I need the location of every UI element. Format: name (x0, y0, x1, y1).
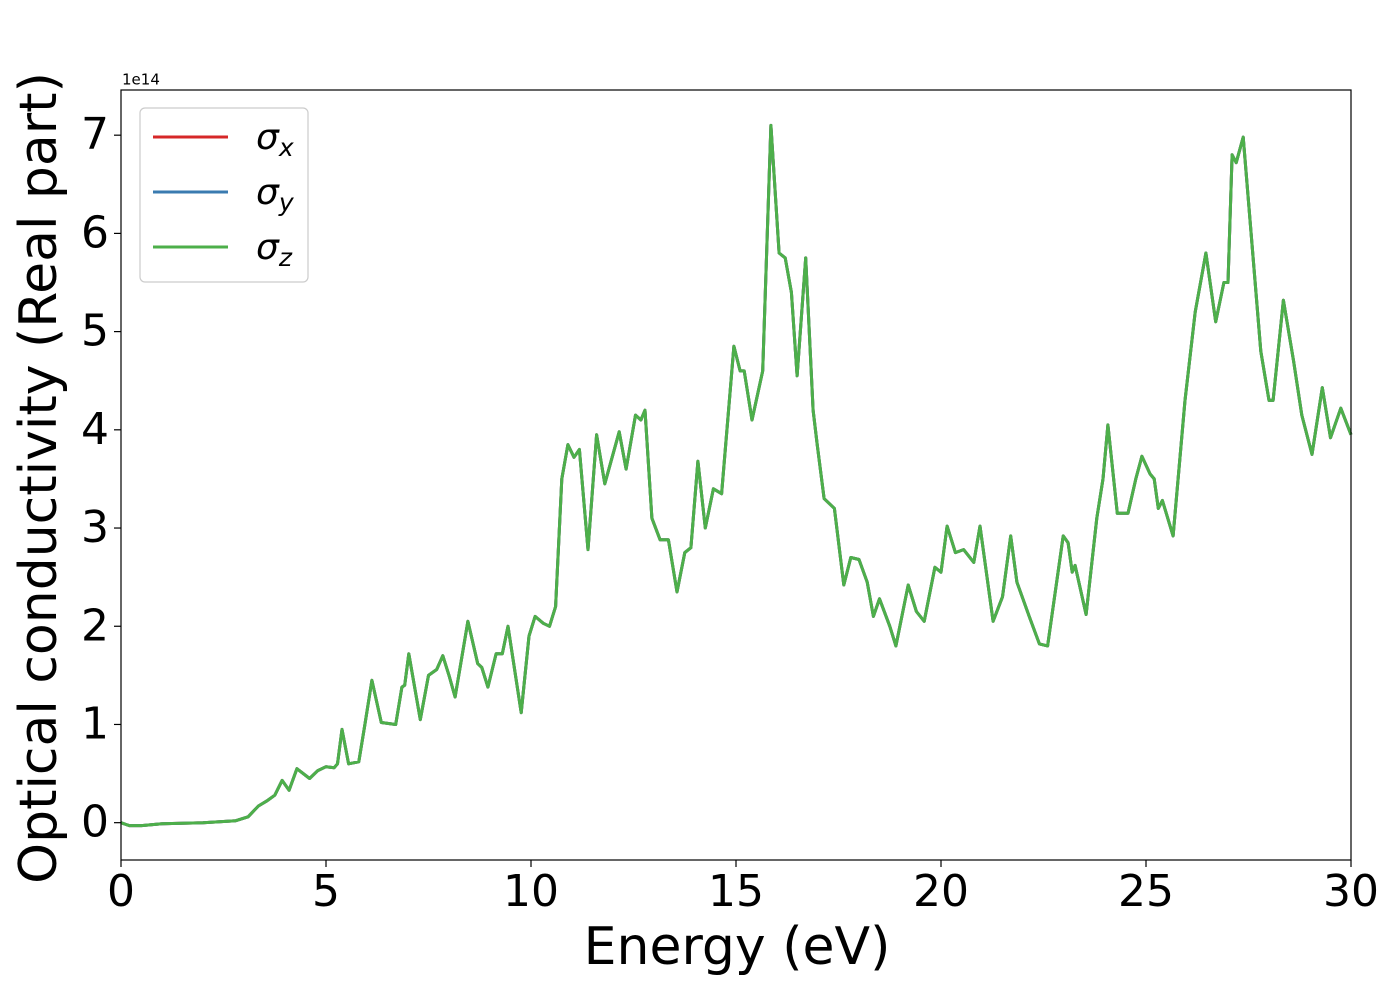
y-tick-label: 0 (81, 797, 109, 848)
y-axis-label: Optical conductivity (Real part) (9, 72, 69, 884)
x-tick-label: 20 (913, 866, 969, 917)
x-tick-label: 0 (107, 866, 135, 917)
plot-frame (120, 89, 1352, 861)
y-tick-label: 3 (81, 502, 109, 553)
data-line (120, 123, 1353, 828)
y-offset-label: 1e14 (122, 71, 160, 89)
legend-label: σx (256, 117, 294, 162)
x-axis-label: Energy (eV) (584, 917, 891, 977)
y-tick-label: 1 (81, 698, 109, 749)
legend-label: σz (256, 227, 293, 272)
legend-box (139, 107, 309, 283)
x-tick-label: 5 (312, 866, 340, 917)
x-tick-label: 15 (708, 866, 764, 917)
y-tick-label: 6 (81, 207, 109, 258)
y-tick-label: 2 (81, 600, 109, 651)
y-tick-label: 5 (81, 306, 109, 357)
y-tick-label: 7 (81, 109, 109, 160)
legend-label: σy (256, 172, 295, 217)
x-tick-label: 30 (1323, 866, 1379, 917)
x-tick-label: 10 (503, 866, 559, 917)
x-tick-label: 25 (1118, 866, 1174, 917)
y-tick-label: 4 (81, 404, 109, 455)
